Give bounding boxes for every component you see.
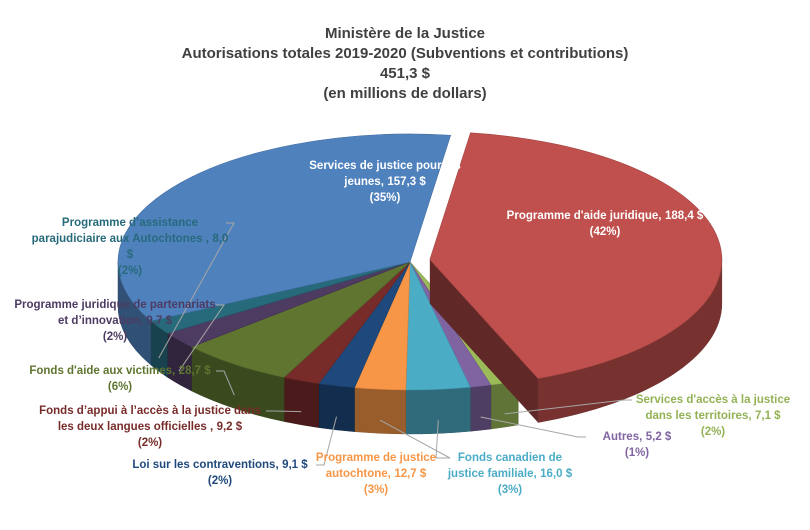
chart-subtitle: Autorisations totales 2019-2020 (Subvent… bbox=[181, 45, 629, 62]
value-label: 16,0 $ bbox=[540, 468, 573, 480]
percent-label: (6%) bbox=[107, 381, 133, 393]
leader-line bbox=[158, 222, 235, 359]
slice bbox=[117, 133, 452, 322]
slice-wall bbox=[429, 259, 539, 423]
percent-label: (2%) bbox=[207, 475, 233, 487]
percent-label: (35%) bbox=[369, 192, 401, 204]
data-label: Services de justice pour les jeunes, 157,… bbox=[290, 158, 480, 206]
value-label: 157,3 $ bbox=[387, 176, 426, 188]
category-label: Loi sur les contraventions, bbox=[132, 459, 279, 471]
data-label: Services d'accès à la justice dans les t… bbox=[628, 392, 798, 440]
data-label: Fonds canadien de justice familiale, 16,0… bbox=[440, 450, 580, 498]
leader-line bbox=[379, 419, 451, 459]
percent-label: (3%) bbox=[363, 484, 389, 496]
category-label: Programme d’assistance parajudiciaire au… bbox=[31, 217, 209, 245]
leader-line bbox=[480, 416, 586, 438]
percent-label: (2%) bbox=[102, 331, 128, 343]
percent-label: (1%) bbox=[624, 447, 650, 459]
category-label: Programme juridique de partenariats et d… bbox=[14, 299, 216, 327]
data-label: Autres, 5,2 $ (1%) bbox=[582, 429, 692, 461]
chart-title: Ministère de la Justice bbox=[324, 25, 486, 42]
slice-side bbox=[354, 387, 407, 435]
data-label: Programme de justice autochtone, 12,7 $ (3… bbox=[306, 450, 446, 498]
category-label: Programme d'aide juridique, bbox=[506, 210, 662, 222]
percent-label: (2%) bbox=[117, 265, 143, 277]
value-label: 28,7 $ bbox=[178, 365, 211, 377]
category-label: Services d'accès à la justice dans les t… bbox=[635, 394, 791, 422]
data-label: Programme juridique de partenariats et d… bbox=[10, 297, 220, 345]
percent-label: (3%) bbox=[497, 484, 523, 496]
data-label: Fonds d'aide aux victimes, 28,7 $ (6%) bbox=[20, 363, 220, 395]
slice bbox=[190, 261, 411, 378]
data-label: Programme d’assistance parajudiciaire au… bbox=[30, 215, 230, 279]
category-label: Fonds d'aide aux victimes, bbox=[29, 365, 176, 377]
percent-label: (2%) bbox=[137, 437, 163, 449]
chart-header: Ministère de la Justice Autorisations to… bbox=[0, 24, 810, 104]
slice-side bbox=[283, 377, 320, 428]
slice bbox=[429, 132, 723, 379]
data-label: Fonds d’appui à l’accès à la justice dan… bbox=[30, 403, 270, 451]
slice-side bbox=[318, 383, 355, 432]
chart-total: 451,3 $ bbox=[379, 65, 431, 82]
percent-label: (2%) bbox=[700, 426, 726, 438]
value-label: 9,7 $ bbox=[146, 315, 172, 327]
leader-line bbox=[178, 304, 225, 372]
data-label: Loi sur les contraventions, 9,1 $ (2%) bbox=[120, 457, 320, 489]
value-label: 5,2 $ bbox=[645, 431, 672, 443]
category-label: Programme de justice autochtone, bbox=[315, 452, 437, 480]
leader-line bbox=[216, 370, 235, 396]
category-label: Autres, bbox=[602, 431, 643, 443]
percent-label: (42%) bbox=[589, 226, 621, 238]
value-label: 9,2 $ bbox=[216, 421, 243, 433]
category-label: Fonds d’appui à l’accès à la justice dan… bbox=[39, 405, 261, 433]
value-label: 9,1 $ bbox=[282, 459, 308, 471]
value-label: 7,1 $ bbox=[754, 410, 781, 422]
leader-line bbox=[266, 410, 302, 413]
leader-line bbox=[316, 416, 337, 466]
leader-line bbox=[435, 420, 444, 459]
value-label: 8,0 $ bbox=[126, 233, 229, 261]
category-label: Fonds canadien de justice familiale, bbox=[447, 452, 563, 480]
category-label: Services de justice pour les jeunes, bbox=[309, 160, 461, 188]
data-label: Programme d'aide juridique, 188,4 $ (42%) bbox=[490, 208, 720, 240]
slice-side bbox=[470, 384, 492, 432]
value-label: 12,7 $ bbox=[394, 468, 427, 480]
leader-line bbox=[504, 399, 632, 415]
chart-units: (en millions de dollars) bbox=[323, 85, 487, 102]
value-label: 188,4 $ bbox=[664, 210, 704, 222]
